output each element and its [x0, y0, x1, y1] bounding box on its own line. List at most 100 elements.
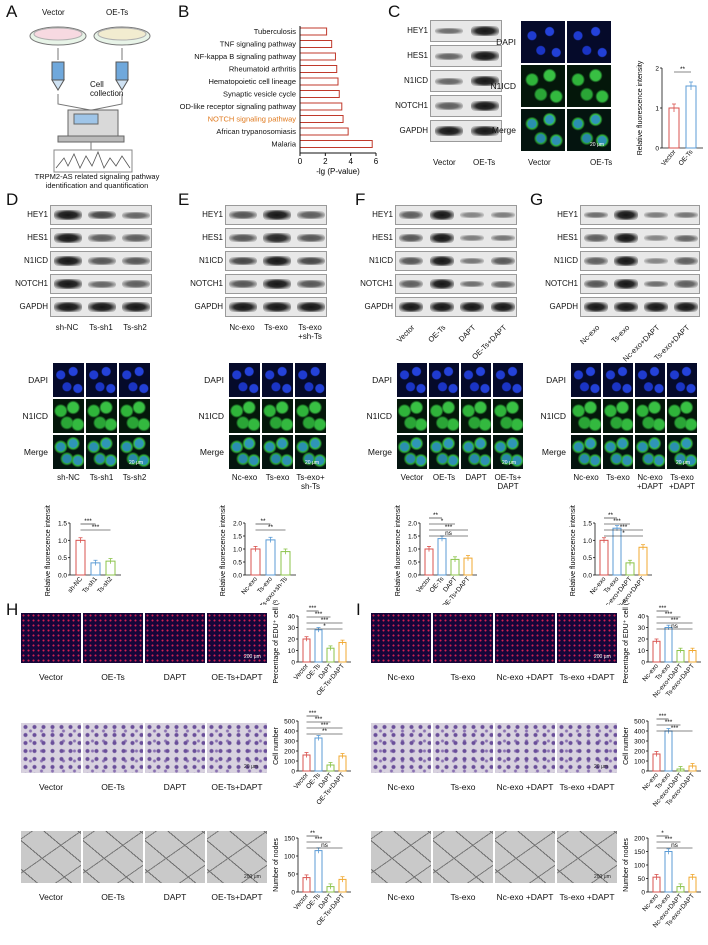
d-if-image: [52, 362, 85, 398]
significance-mark: ***: [613, 518, 621, 525]
h-scale-bar: 200 μm: [244, 874, 261, 880]
b-category-label: TNF signaling pathway: [220, 40, 297, 49]
c-blot-label: GAPDH: [399, 126, 428, 135]
i-lane-label: Ts-exo +DAPT: [559, 672, 615, 682]
blot-band: [54, 256, 82, 266]
g-blot-strip: [580, 251, 700, 271]
i-lane-label: Ts-exo: [450, 782, 476, 792]
d-blot-strip: [50, 251, 152, 271]
e-blot-strip: [225, 251, 327, 271]
e-if-row-label: N1ICD: [198, 411, 224, 421]
y-tick-label: 0.5: [233, 560, 242, 567]
c-blot-strip: [430, 20, 502, 42]
workflow-caption: TRPM2-AS related signaling pathway ident…: [34, 172, 160, 190]
f-blot-label: NOTCH1: [360, 279, 393, 288]
g-if-image: [634, 398, 666, 434]
e-blot-label: HEY1: [202, 210, 223, 219]
c-blot-label: NOTCH1: [395, 101, 428, 110]
bar: [664, 730, 673, 772]
f-if-image: [460, 362, 492, 398]
blot-band: [460, 234, 485, 242]
dish-label-vector: Vector: [42, 8, 65, 17]
category-label: Ts-sh1: [81, 576, 99, 595]
y-tick-label: 1.5: [583, 521, 592, 528]
significance-mark: ***: [659, 713, 667, 720]
f-if-lane-label: Vector: [400, 473, 424, 482]
significance-mark: ***: [315, 836, 323, 843]
blot-band: [460, 280, 485, 288]
significance-mark: ns: [671, 623, 679, 630]
y-tick-label: 0.5: [58, 555, 67, 562]
f-if-row-label: DAPI: [372, 375, 392, 385]
d-if-image: [52, 398, 85, 434]
g-scale-bar: 20 μm: [676, 460, 690, 466]
y-tick-label: 1.5: [58, 521, 67, 528]
c-lane-vector: Vector: [433, 158, 456, 167]
e-if-image: [261, 362, 294, 398]
blot-band: [644, 211, 668, 219]
d-if-image: [52, 434, 85, 470]
y-tick-label: 0: [641, 890, 645, 897]
g-if-row-label: N1ICD: [540, 411, 566, 421]
g-blot-label: HEY1: [557, 210, 578, 219]
e-if-image: [294, 398, 327, 434]
blot-band: [644, 280, 668, 288]
d-blot-strip: [50, 228, 152, 248]
e-blot-label: HES1: [202, 233, 223, 242]
e-if-image: [261, 398, 294, 434]
y-axis-label: Relative fluorescence intensity: [395, 505, 402, 596]
significance-mark: ns: [445, 530, 453, 537]
panel-label-f: F: [355, 190, 366, 209]
blot-band: [429, 210, 454, 220]
b-category-label: African trypanosomiasis: [216, 127, 296, 136]
blot-band: [674, 280, 698, 288]
y-tick-label: 2.0: [233, 521, 242, 528]
y-tick-label: 1.0: [233, 547, 242, 554]
f-if-image: [428, 362, 460, 398]
i-scale-bar: 200 μm: [594, 654, 611, 660]
significance-mark: ***: [659, 605, 667, 612]
d-blot-label: HEY1: [27, 210, 48, 219]
i-lane-label: Ts-exo: [450, 892, 476, 902]
h-lane-label: Vector: [38, 782, 64, 792]
y-tick-label: 1: [655, 106, 659, 113]
e-if-image: [228, 362, 261, 398]
y-tick-label: 0.0: [583, 573, 592, 580]
c-blot-strip: [430, 70, 502, 92]
y-tick-label: 0.0: [58, 573, 67, 580]
blot-band: [490, 211, 515, 219]
y-tick-label: 0: [291, 660, 295, 667]
h-lane-label: OE-Ts+DAPT: [211, 892, 263, 902]
y-tick-label: 400: [634, 729, 645, 736]
y-axis-label: Number of nodes: [623, 838, 630, 892]
h-lane-label: OE-Ts: [101, 672, 125, 682]
b-bar: [299, 27, 328, 36]
i-lane-label: Nc-exo: [387, 892, 415, 902]
i-tube-image: [494, 830, 556, 884]
bar: [75, 539, 86, 576]
y-tick-label: 10: [638, 648, 646, 655]
b-bar: [299, 115, 344, 123]
blot-band: [229, 280, 257, 288]
f-blot-label: HES1: [372, 233, 393, 242]
d-if-row-label: DAPI: [28, 375, 48, 385]
y-axis-label: Percentage of EDU⁺ cell (%): [273, 600, 280, 684]
g-if-lane-label: Ts-exo: [606, 473, 630, 482]
y-tick-label: 2.0: [408, 521, 417, 528]
i-edu-image: [370, 612, 432, 664]
f-if-image: [492, 362, 524, 398]
c-if-row-label: DAPI: [496, 37, 516, 47]
d-if-lane-label: sh-NC: [57, 473, 80, 482]
d-if-row-label: N1ICD: [22, 411, 48, 421]
c-blot-label: HEY1: [407, 26, 428, 35]
h-lane-label: DAPT: [163, 672, 187, 682]
e-blot-strip: [225, 297, 327, 317]
g-if-lane-label: Nc-exo: [573, 473, 599, 482]
bar: [599, 539, 609, 576]
e-blot-strip: [225, 228, 327, 248]
blot-band: [263, 256, 291, 266]
i-transwell-image: [370, 722, 432, 774]
i-tube-image: [556, 830, 618, 884]
d-if-image: [118, 362, 151, 398]
